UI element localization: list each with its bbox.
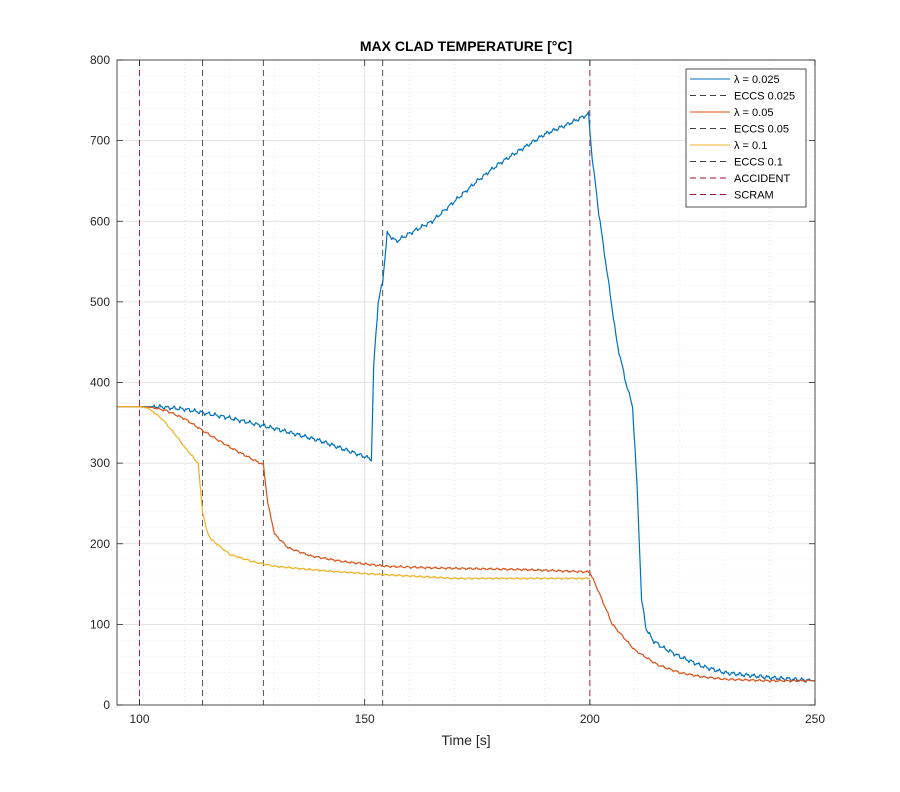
x-axis-label: Time [s] <box>441 732 490 748</box>
x-tick-label: 250 <box>805 712 825 726</box>
y-tick-label: 400 <box>90 376 110 390</box>
ticks: 100 150 200 250 0 100 200 300 400 500 600 700 800 <box>90 53 825 726</box>
series-line-lambda-0-1 <box>117 406 591 580</box>
series-line-lambda-0-025 <box>117 111 816 683</box>
legend-label-lambda-0-1: λ = 0.1 <box>734 140 767 152</box>
legend-label-accident: ACCIDENT <box>734 173 791 185</box>
y-tick-label: 500 <box>90 295 110 309</box>
y-tick-label: 300 <box>90 456 110 470</box>
legend-label-eccs-0-1: ECCS 0.1 <box>734 157 783 169</box>
x-tick-label: 150 <box>355 712 375 726</box>
y-tick-label: 200 <box>90 537 110 551</box>
legend: λ = 0.025 ECCS 0.025 λ = 0.05 ECCS 0.05 λ = … <box>685 68 807 208</box>
y-tick-label: 700 <box>90 134 110 148</box>
legend-label-eccs-0-025: ECCS 0.025 <box>734 91 795 103</box>
legend-label-lambda-0-05: λ = 0.05 <box>734 107 773 119</box>
x-tick-label: 200 <box>580 712 600 726</box>
legend-label-eccs-0-05: ECCS 0.05 <box>734 124 789 136</box>
x-tick-label: 100 <box>130 712 150 726</box>
y-tick-label: 600 <box>90 214 110 228</box>
legend-box <box>685 68 807 208</box>
y-tick-label: 0 <box>103 698 110 712</box>
series-line-lambda-0-05 <box>117 406 815 683</box>
event-lines <box>139 60 591 705</box>
legend-label-scram: SCRAM <box>734 190 774 202</box>
y-tick-label: 100 <box>90 617 110 631</box>
grid <box>117 59 816 706</box>
y-tick-label: 800 <box>90 53 110 67</box>
chart-title: MAX CLAD TEMPERATURE [°C] <box>360 38 572 54</box>
legend-label-lambda-0-025: λ = 0.025 <box>734 74 780 86</box>
series-lines <box>117 111 816 683</box>
